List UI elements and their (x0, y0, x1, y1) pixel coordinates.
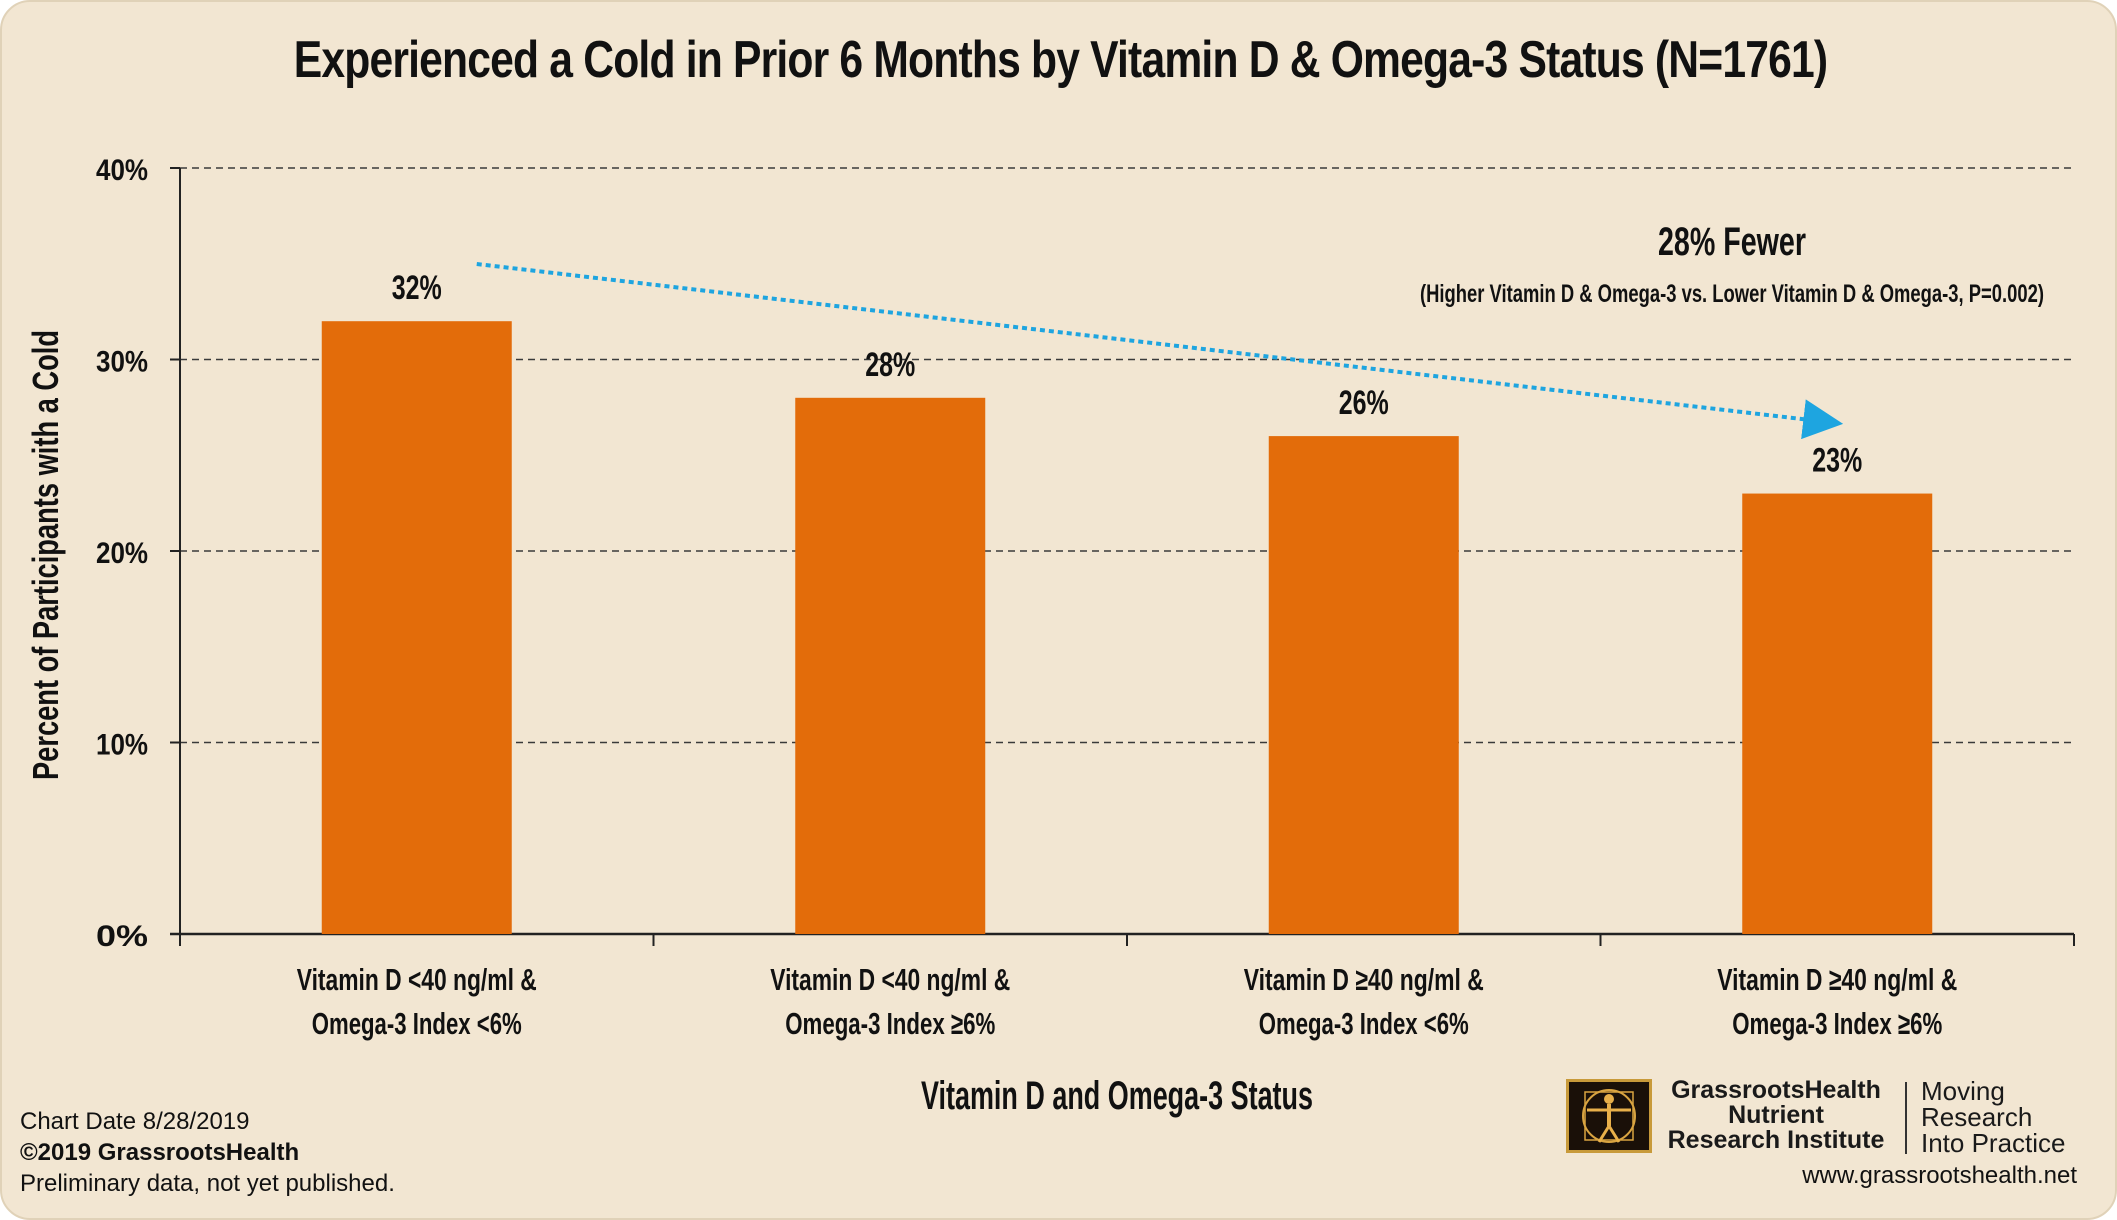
bar (321, 321, 512, 934)
org-name-line: GrassrootsHealth (1671, 1076, 1881, 1104)
org-name-line: Research Institute (1667, 1126, 1885, 1154)
footer-notes: Chart Date 8/28/2019 ©2019 GrassrootsHea… (20, 1106, 395, 1199)
annotation-headline: 28% Fewer (1658, 220, 1806, 264)
y-tick-label: 30% (96, 346, 148, 379)
org-name: GrassrootsHealth Nutrient Research Insti… (1666, 1078, 1886, 1153)
category-label: Omega-3 Index ≥6% (785, 1006, 995, 1041)
preliminary-note: Preliminary data, not yet published. (20, 1170, 395, 1197)
tagline-line: Research (1921, 1102, 2033, 1132)
org-name-line: Nutrient (1728, 1101, 1824, 1129)
y-axis-label: Percent of Participants with a Cold (25, 330, 66, 780)
copyright: ©2019 GrassrootsHealth (20, 1139, 300, 1166)
trend-arrow (476, 262, 1844, 440)
chart-date: Chart Date 8/28/2019 (20, 1108, 250, 1135)
y-tick-label: 10% (96, 729, 148, 762)
bar (1742, 493, 1933, 934)
data-label: 23% (1812, 442, 1862, 480)
website-url: www.grassrootshealth.net (1802, 1162, 2077, 1189)
data-label: 32% (392, 269, 442, 307)
vitruvian-logo-icon (1566, 1079, 1652, 1153)
data-label: 28% (865, 346, 915, 384)
category-label: Omega-3 Index ≥6% (1732, 1006, 1942, 1041)
data-label: 26% (1339, 384, 1389, 422)
category-label: Vitamin D <40 ng/ml & (770, 962, 1010, 997)
category-label: Omega-3 Index <6% (1259, 1006, 1469, 1041)
x-axis-label: Vitamin D and Omega-3 Status (921, 1074, 1313, 1118)
y-tick-label: 40% (96, 154, 148, 187)
category-label: Vitamin D <40 ng/ml & (297, 962, 537, 997)
y-tick-label: 0% (96, 920, 148, 953)
logo-divider (1905, 1082, 1907, 1154)
bar (795, 397, 986, 934)
bar (1268, 436, 1459, 934)
y-tick-label: 20% (96, 537, 148, 570)
annotation-detail: (Higher Vitamin D & Omega-3 vs. Lower Vi… (1420, 280, 2044, 308)
category-label: Omega-3 Index <6% (312, 1006, 522, 1041)
chart-title: Experienced a Cold in Prior 6 Months by … (293, 31, 1828, 89)
category-label: Vitamin D ≥40 ng/ml & (1244, 962, 1484, 997)
tagline-line: Moving (1921, 1076, 2005, 1106)
tagline: Moving Research Into Practice (1921, 1078, 2101, 1156)
tagline-line: Into Practice (1921, 1128, 2066, 1158)
category-label: Vitamin D ≥40 ng/ml & (1717, 962, 1957, 997)
